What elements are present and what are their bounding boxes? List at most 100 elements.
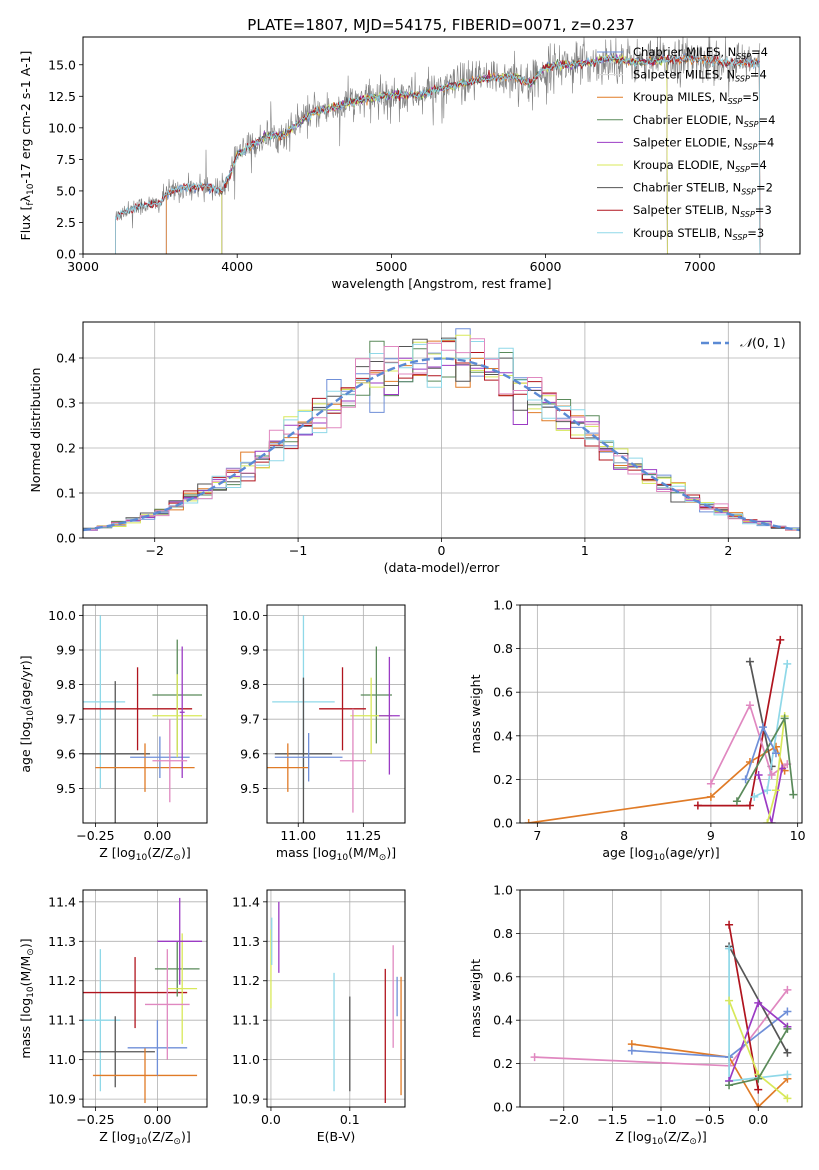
legend-entry-eq: = [759, 113, 769, 127]
y-tick-label: 9.8 [56, 677, 76, 692]
y-tick-label: 0.0 [493, 1100, 513, 1115]
x-axis-label-part: )] [386, 845, 396, 860]
massweight-vs-metallicity-panel: −2.0 −1.5 −1.0 −0.5 0.0 0.0 0.2 0.4 0.6 0.8 1.0 Z [… [468, 883, 803, 1147]
y-axis-label-part: λ [18, 194, 33, 202]
legend-entry-name: Kroupa ELODIE [633, 158, 719, 172]
y-axis-label: mass [log10(M/M⊙)] [18, 938, 36, 1058]
legend-entry-count: 4 [767, 135, 774, 149]
x-tick-label: 7000 [684, 259, 716, 274]
legend-entry: Salpeter STELIB, NSSP=3 [633, 203, 772, 219]
axes-frame [266, 889, 406, 1108]
mass-weight-point [524, 819, 533, 823]
x-axis-label-part: Z [log [615, 1129, 651, 1144]
mass-weight-point [754, 998, 763, 1007]
x-tick-label: 11.25 [345, 828, 381, 843]
y-tick-label: 5.0 [56, 183, 76, 198]
axes-frame [82, 36, 801, 255]
y-tick-label: 10.0 [48, 608, 76, 623]
y-tick-label: 7.5 [56, 152, 76, 167]
y-axis-label-part: age [log [18, 721, 33, 772]
y-tick-label: 11.0 [232, 1052, 260, 1067]
x-tick-label: 7 [533, 828, 541, 843]
mass-weight-point [725, 944, 734, 953]
x-axis-label: Z [log10(Z/Z⊙)] [615, 1129, 706, 1147]
x-tick-label: 10 [790, 828, 806, 843]
mass-weight-point [706, 792, 715, 801]
y-tick-label: 11.2 [48, 973, 76, 988]
y-tick-label: 0.0 [493, 816, 513, 831]
legend-entry: 𝒩(0, 1) [740, 335, 786, 350]
legend-entry-count: 4 [759, 68, 766, 82]
mass-weight-point [783, 1007, 792, 1016]
y-axis-label-part: 10 [26, 986, 36, 998]
legend-entry-name: Chabrier MILES [633, 45, 720, 59]
legend-entry-sub: SSP [736, 52, 751, 61]
legend-entry-name: Kroupa STELIB [633, 226, 717, 240]
y-tick-label: 9.7 [240, 712, 260, 727]
y-axis-label-part: (M/M [18, 956, 33, 987]
mass-weight-series-line [710, 703, 788, 785]
x-tick-label: 11.00 [280, 828, 316, 843]
x-axis-label-part: 10 [654, 853, 666, 863]
y-tick-label: 10.9 [232, 1092, 260, 1107]
x-axis-label-part: )] [697, 1129, 707, 1144]
y-axis-label: Flux [fλ10-17 erg cm-2 s-1 A-1] [18, 51, 36, 241]
y-tick-label: 9.9 [240, 642, 260, 657]
y-axis-label-part: -2 [18, 103, 33, 115]
y-tick-label: 2.5 [56, 215, 76, 230]
y-tick-label: 9.6 [56, 746, 76, 761]
legend-entry-sub: SSP [735, 75, 750, 84]
mass-weight-point [754, 1074, 763, 1083]
y-axis-label-part: A [18, 67, 33, 80]
x-tick-label: 0.1 [340, 1112, 360, 1127]
mass-weight-point [754, 771, 763, 780]
y-tick-label: 10.0 [48, 120, 76, 135]
legend-entry-sub: SSP [740, 210, 755, 219]
x-axis-label-part: 10 [136, 1137, 148, 1147]
y-tick-label: 9.5 [240, 781, 260, 796]
x-axis-label-part: ⊙ [689, 1137, 697, 1147]
x-tick-label: −1.0 [646, 1112, 676, 1127]
legend-entry-sub: SSP [744, 120, 759, 129]
mass-weight-point [758, 723, 767, 732]
mass-weight-point [763, 786, 772, 795]
legend-entry-name: Salpeter STELIB [633, 203, 724, 217]
x-tick-label: 1 [581, 543, 589, 558]
mass-weight-point [783, 1048, 792, 1057]
y-axis-label-part: erg cm [18, 116, 33, 164]
mass-weight-point [780, 714, 789, 723]
histogram-series [83, 338, 800, 533]
legend-entry-sub: SSP [733, 233, 748, 242]
x-axis-label-part: Z [log [99, 845, 135, 860]
x-tick-label: 0 [438, 543, 446, 558]
legend-entry-nssp: , N [725, 181, 741, 195]
y-tick-label: 11.1 [48, 1013, 76, 1028]
x-axis-label-part: ⊙ [379, 853, 387, 863]
mass-weight-point [754, 1103, 763, 1107]
x-axis-label: mass [log10(M/M⊙)] [276, 845, 396, 863]
legend-entry-sub: SSP [743, 142, 758, 151]
y-tick-label: 1.0 [493, 883, 513, 898]
y-tick-label: 9.5 [56, 781, 76, 796]
y-tick-label: 10.0 [232, 608, 260, 623]
x-axis-label-part: (M/M [348, 845, 379, 860]
y-axis-label-part: 10 [26, 183, 36, 195]
x-axis-label-part: (age/yr)] [665, 845, 720, 860]
y-tick-label: 9.8 [240, 677, 260, 692]
legend-entry-eq: = [750, 158, 760, 172]
legend-entry-name: Chabrier ELODIE [633, 113, 728, 127]
x-axis-label: Z [log10(Z/Z⊙)] [99, 845, 190, 863]
x-axis-label-part: ⊙ [173, 853, 181, 863]
x-axis-label-part: mass [log [276, 845, 337, 860]
legend-entry-nssp: , N [719, 158, 735, 172]
x-tick-label: −0.5 [694, 1112, 724, 1127]
legend-entry-sub: SSP [735, 165, 750, 174]
y-axis-label-part: f [26, 202, 36, 206]
legend-entry-count: 4 [759, 158, 766, 172]
y-axis-label-part: -17 [18, 163, 33, 183]
y-tick-label: 0.0 [56, 531, 76, 546]
y-tick-label: 11.4 [232, 894, 260, 909]
